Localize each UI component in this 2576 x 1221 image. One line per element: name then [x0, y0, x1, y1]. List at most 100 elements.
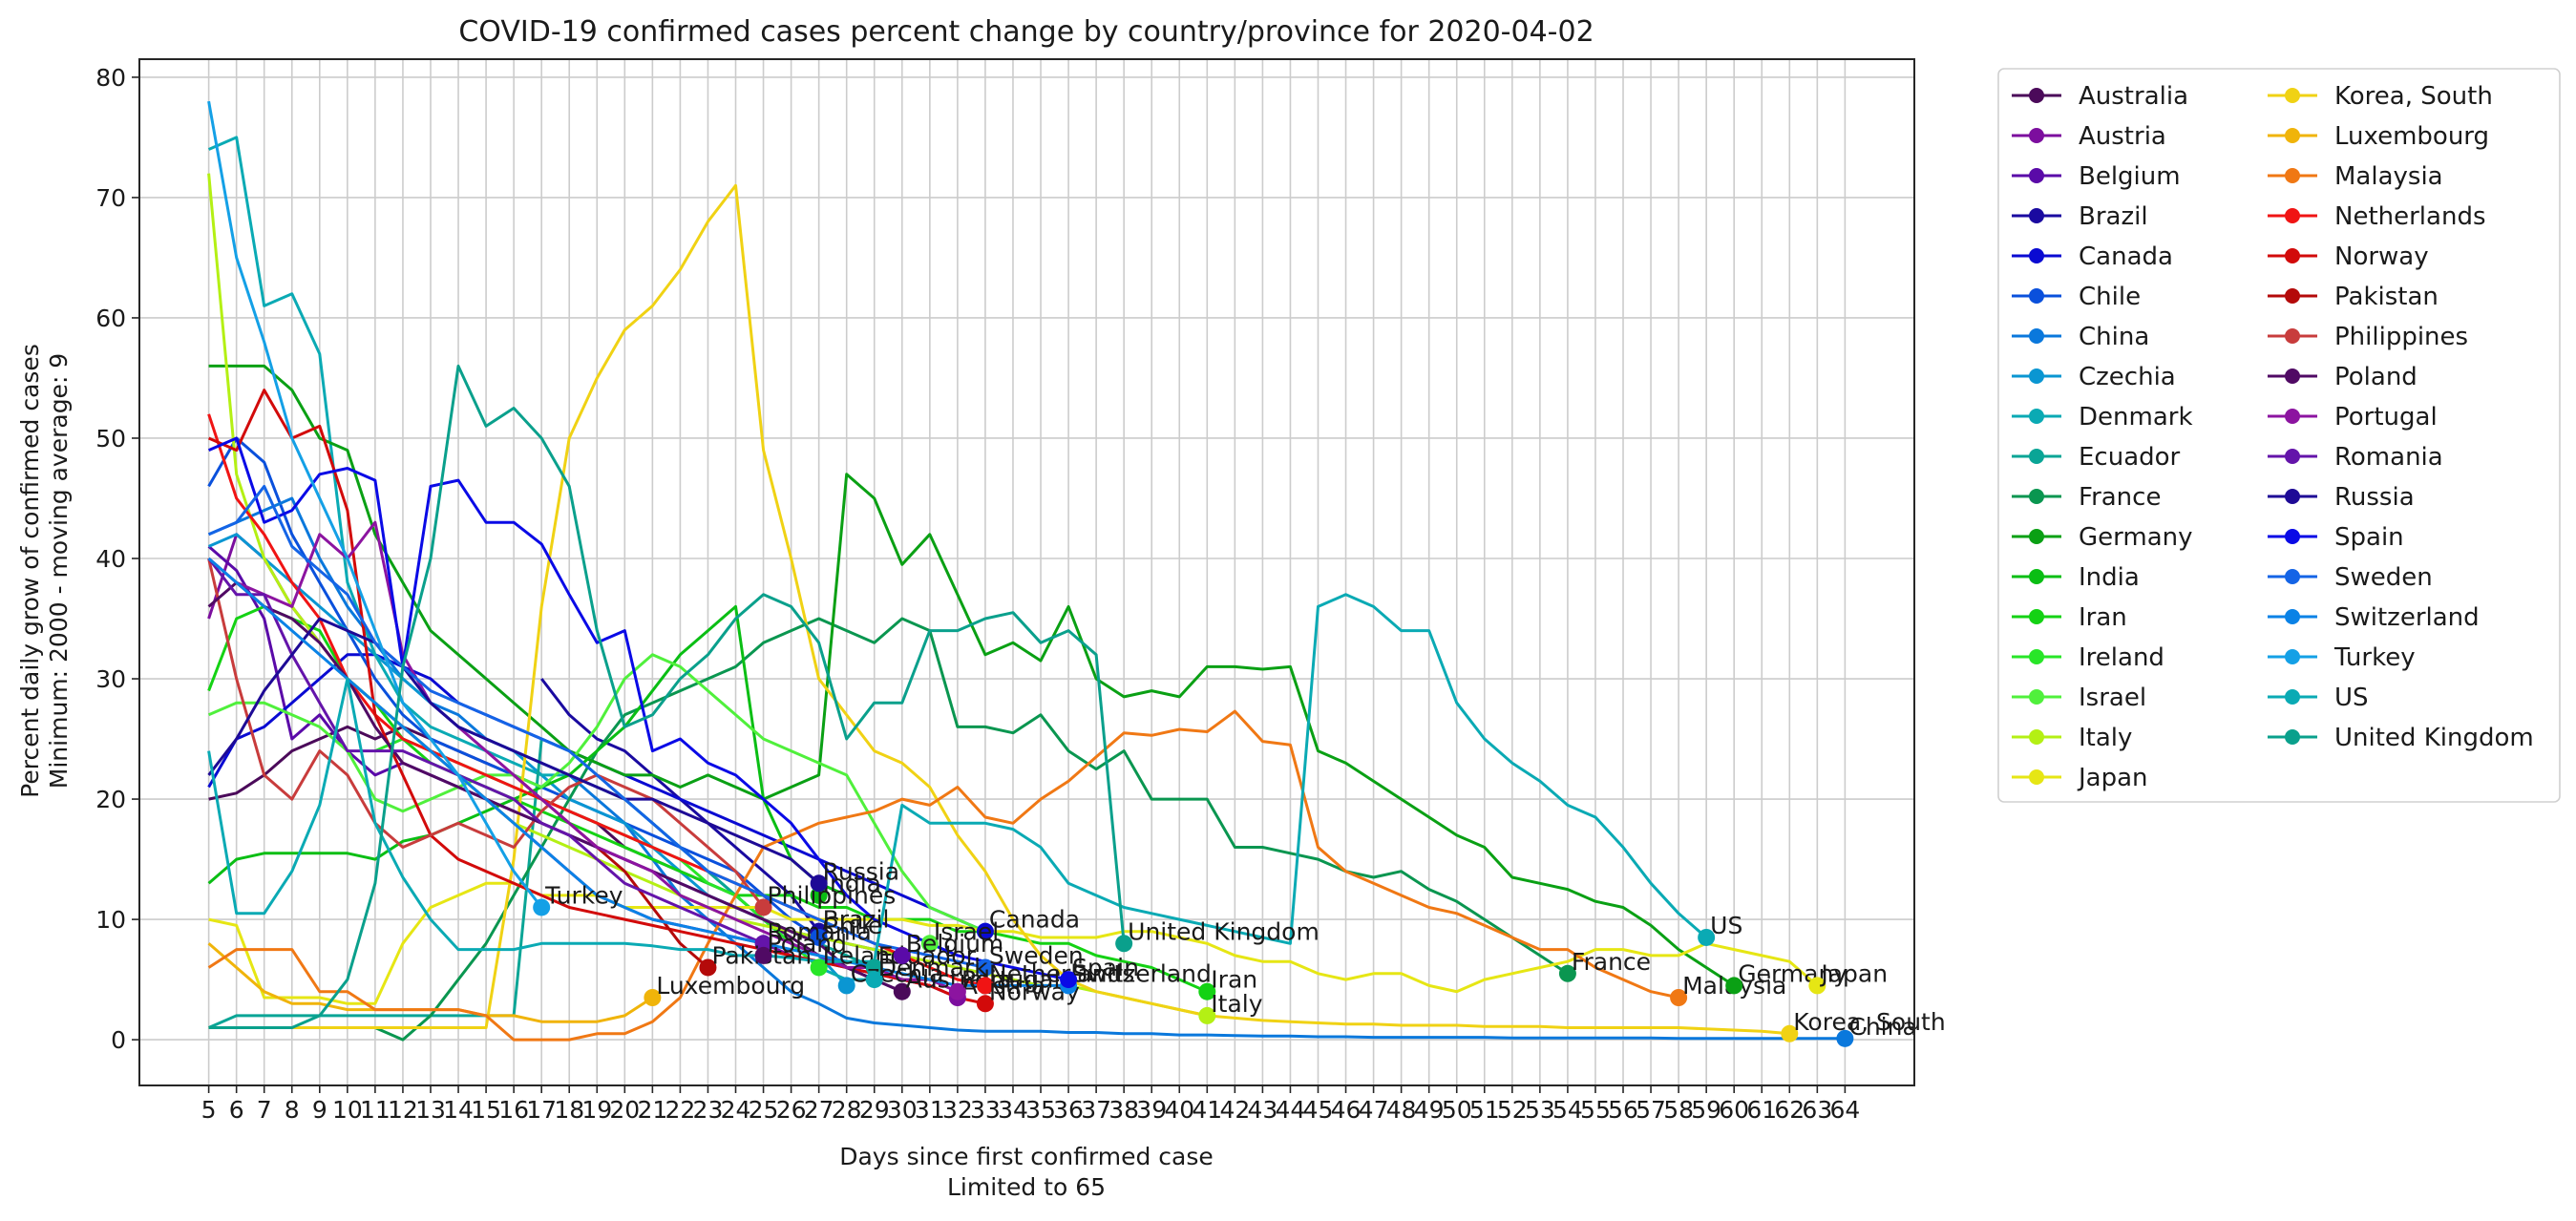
legend-label-romania: Romania — [2334, 443, 2443, 472]
legend-label-malaysia: Malaysia — [2334, 162, 2443, 191]
legend-swatch-marker-luxembourg — [2285, 128, 2300, 143]
x-tick-label: 60 — [1719, 1096, 1749, 1124]
end-marker-romania — [754, 935, 772, 953]
legend-box — [1997, 68, 2561, 803]
legend-swatch-marker-belgium — [2029, 168, 2044, 183]
legend-swatch-marker-israel — [2029, 689, 2044, 705]
end-marker-germany — [1725, 977, 1743, 995]
legend-label-chile: Chile — [2079, 283, 2141, 311]
end-marker-russia — [810, 874, 828, 893]
legend-label-netherlands: Netherlands — [2334, 202, 2486, 231]
x-axis-label-line2: Limited to 65 — [947, 1173, 1106, 1201]
x-tick-label: 34 — [998, 1096, 1028, 1124]
end-marker-spain — [1060, 971, 1078, 989]
x-tick-label: 61 — [1746, 1096, 1777, 1124]
legend-swatch-marker-ireland — [2029, 649, 2044, 664]
y-tick-label: 40 — [95, 545, 126, 573]
end-label-italy: Italy — [1211, 990, 1262, 1018]
x-tick-label: 33 — [970, 1096, 1001, 1124]
x-tick-label: 53 — [1525, 1096, 1555, 1124]
legend-label-norway: Norway — [2334, 242, 2429, 271]
legend-label-germany: Germany — [2079, 523, 2193, 552]
x-tick-label: 16 — [498, 1096, 529, 1124]
legend-label-canada: Canada — [2079, 242, 2173, 271]
x-tick-label: 15 — [471, 1096, 501, 1124]
series-line-china — [208, 496, 1846, 1041]
legend-swatch-marker-norway — [2285, 248, 2300, 263]
end-label-france: France — [1572, 948, 1651, 976]
legend-swatch-marker-canada — [2029, 248, 2044, 263]
x-tick-label: 51 — [1469, 1096, 1500, 1124]
legend-label-czechia: Czechia — [2079, 363, 2176, 391]
x-tick-label: 48 — [1386, 1096, 1417, 1124]
end-marker-iran — [1198, 982, 1216, 1000]
end-label-chile: Chile — [823, 912, 883, 939]
x-tick-label: 58 — [1663, 1096, 1694, 1124]
end-marker-ireland — [810, 958, 828, 977]
x-tick-label: 14 — [443, 1096, 474, 1124]
x-tick-label: 49 — [1414, 1096, 1445, 1124]
y-tick-label: 10 — [95, 906, 126, 934]
chart-title: COVID-19 confirmed cases percent change … — [458, 15, 1594, 49]
end-marker-malaysia — [1670, 989, 1688, 1007]
end-label-russia: Russia — [823, 857, 899, 885]
x-tick-label: 21 — [637, 1096, 667, 1124]
legend-swatch-marker-switzerland — [2285, 609, 2300, 624]
x-tick-label: 57 — [1636, 1096, 1666, 1124]
end-label-united-kingdom: United Kingdom — [1128, 917, 1320, 945]
series-line-korea-south — [208, 183, 1790, 1036]
legend-swatch-marker-sweden — [2285, 569, 2300, 584]
legend-label-iran: Iran — [2079, 603, 2127, 632]
x-tick-label: 25 — [749, 1096, 779, 1124]
x-tick-label: 38 — [1109, 1096, 1139, 1124]
end-label-ireland: Ireland — [823, 941, 905, 969]
x-tick-label: 27 — [804, 1096, 834, 1124]
end-marker-israel — [920, 935, 939, 953]
x-tick-label: 36 — [1053, 1096, 1084, 1124]
end-label-switzerland: Switzerland — [1072, 959, 1212, 987]
legend-label-sweden: Sweden — [2334, 563, 2433, 592]
legend-label-united-kingdom: United Kingdom — [2334, 724, 2534, 752]
x-tick-label: 40 — [1164, 1096, 1194, 1124]
x-tick-label: 9 — [312, 1096, 327, 1124]
y-tick-label: 30 — [95, 665, 126, 693]
x-tick-label: 56 — [1608, 1096, 1638, 1124]
end-label-austria: Austria — [961, 972, 1045, 1000]
end-marker-luxembourg — [644, 989, 662, 1007]
legend-label-brazil: Brazil — [2079, 202, 2148, 231]
axes: 5 6 7 8 9 10111213141516171819202122232425262… — [95, 58, 1915, 1124]
x-tick-label: 19 — [581, 1096, 612, 1124]
end-marker-chile — [810, 928, 828, 946]
series-line-malaysia — [207, 709, 1679, 1042]
legend-swatch-marker-romania — [2285, 449, 2300, 464]
legend-label-us: US — [2334, 684, 2369, 712]
end-marker-canada — [976, 922, 994, 940]
legend-swatch-marker-india — [2029, 569, 2044, 584]
legend-swatch-marker-netherlands — [2285, 208, 2300, 223]
series-lines — [207, 100, 1846, 1042]
x-tick-label: 54 — [1552, 1096, 1583, 1124]
x-tick-label: 45 — [1303, 1096, 1334, 1124]
x-tick-label: 11 — [360, 1096, 391, 1124]
end-marker-denmark — [865, 971, 883, 989]
x-axis-label: Days since first confirmed case — [839, 1143, 1214, 1170]
end-label-us: US — [1710, 912, 1742, 939]
x-tick-label: 17 — [526, 1096, 557, 1124]
series-line-russia — [207, 617, 820, 885]
legend-label-ireland: Ireland — [2079, 643, 2164, 672]
legend-label-belgium: Belgium — [2079, 162, 2181, 191]
legend-label-switzerland: Switzerland — [2334, 603, 2480, 632]
plot-frame — [138, 58, 1915, 1086]
end-marker-pakistan — [699, 958, 717, 977]
x-tick-label: 64 — [1829, 1096, 1860, 1124]
end-label-iran: Iran — [1211, 966, 1257, 994]
x-tick-label: 5 — [201, 1096, 217, 1124]
end-label-spain: Spain — [1072, 954, 1139, 981]
legend-swatch-marker-brazil — [2029, 208, 2044, 223]
legend-label-portugal: Portugal — [2334, 403, 2438, 432]
legend-swatch-marker-philippines — [2285, 328, 2300, 344]
end-marker-japan — [1808, 977, 1826, 995]
end-marker-france — [1558, 964, 1576, 982]
end-marker-united-kingdom — [1115, 935, 1133, 953]
legend-swatch-marker-us — [2285, 689, 2300, 705]
